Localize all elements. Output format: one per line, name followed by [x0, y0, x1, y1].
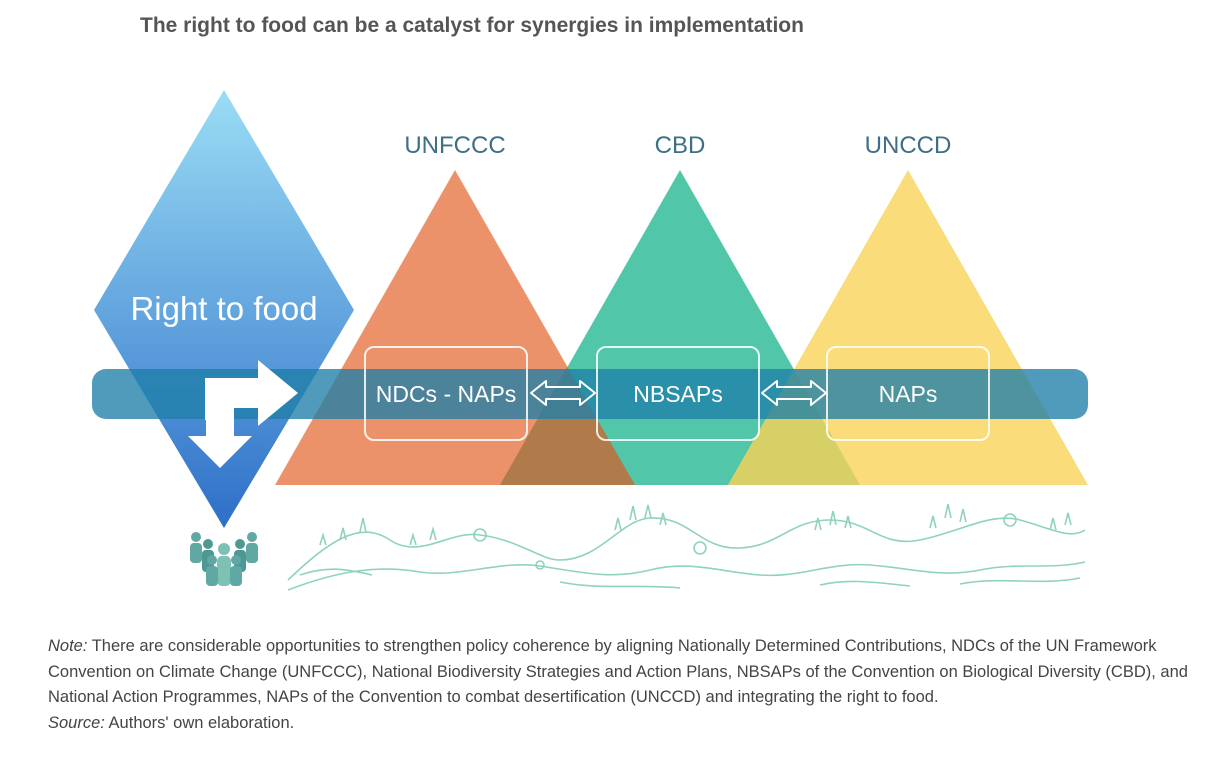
convention-name-unfccc: UNFCCC — [404, 132, 505, 159]
people-icon — [190, 532, 258, 586]
double-arrow-icon — [761, 380, 827, 406]
landscape-illustration — [287, 503, 1086, 591]
overlap-unfccc-cbd — [500, 367, 635, 485]
diagram: UNFCCC CBD UNCCD NDCs - NAPs NBSAPs NAPs… — [92, 90, 1088, 591]
figure-title: The right to food can be a catalyst for … — [140, 14, 804, 37]
convention-name-cbd: CBD — [655, 132, 706, 159]
note-text: There are considerable opportunities to … — [48, 637, 1188, 706]
right-to-food-label: Right to food — [130, 290, 317, 327]
source-label: Source: — [48, 713, 105, 732]
down-arrow-icon — [188, 405, 252, 468]
implementation-band — [92, 369, 1088, 419]
double-arrow-icon — [530, 380, 596, 406]
note-label: Note: — [48, 637, 88, 655]
plan-box-nbsaps — [596, 346, 760, 441]
plan-label-naps: NAPs — [879, 381, 938, 407]
source-text: Authors' own elaboration. — [104, 713, 295, 732]
note-paragraph: Note: There are considerable opportuniti… — [48, 634, 1218, 711]
source-paragraph: Source: Authors' own elaboration. — [48, 711, 1218, 737]
plan-box-naps — [826, 346, 990, 441]
plan-box-ndcs-naps — [364, 346, 528, 441]
convention-name-unccd: UNCCD — [865, 132, 952, 159]
plan-label-ndcs-naps: NDCs - NAPs — [376, 381, 517, 407]
overlap-cbd-unccd — [728, 370, 860, 485]
note-block: Note: There are considerable opportuniti… — [48, 634, 1218, 736]
plan-label-nbsaps: NBSAPs — [633, 381, 722, 407]
